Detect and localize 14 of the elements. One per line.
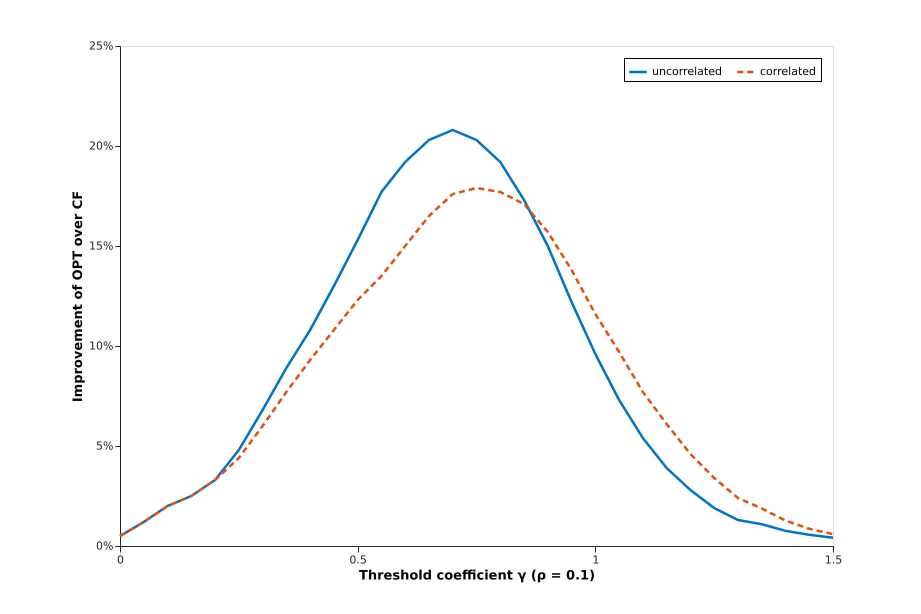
y-tick-label: 25%: [89, 40, 114, 52]
y-tick-label: 5%: [96, 440, 114, 452]
x-tick-label: 0: [117, 554, 124, 566]
x-tick-label: 1: [592, 554, 600, 566]
legend-label: correlated: [760, 65, 816, 78]
x-axis-title: Threshold coefficient γ (ρ = 0.1): [358, 568, 596, 584]
x-tick-label: 0.5: [349, 554, 367, 566]
x-tick-label: 1.5: [824, 554, 842, 566]
y-tick-label: 15%: [89, 240, 114, 252]
legend-label: uncorrelated: [652, 65, 722, 78]
y-tick-label: 0%: [96, 540, 114, 552]
y-axis-title: Improvement of OPT over CF: [71, 190, 86, 402]
y-tick-label: 10%: [89, 340, 114, 352]
y-tick-label: 20%: [89, 140, 114, 152]
